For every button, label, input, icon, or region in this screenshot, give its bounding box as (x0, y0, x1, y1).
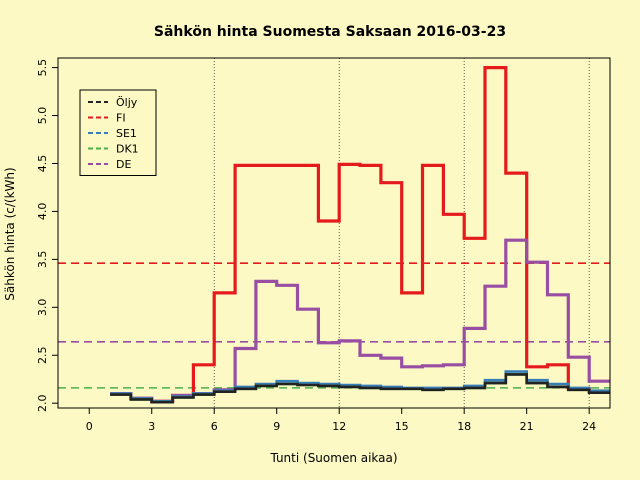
series-line-fi (110, 66, 610, 403)
chart-title: Sähkön hinta Suomesta Saksaan 2016-03-23 (154, 24, 506, 40)
legend-label-de: DE (116, 158, 131, 171)
y-tick-label-0: 2.0 (36, 394, 49, 412)
x-tick-label-24: 24 (582, 420, 596, 433)
legend-box (79, 89, 157, 176)
x-tick-label-15: 15 (395, 420, 409, 433)
x-tick-label-12: 12 (332, 420, 346, 433)
y-tick-label-7: 5.5 (36, 59, 49, 77)
legend-label-dk1: DK1 (116, 143, 139, 156)
x-axis-label: Tunti (Suomen aikaa) (269, 451, 397, 465)
legend-label-se1: SE1 (116, 127, 137, 140)
series-line-de (110, 238, 610, 403)
x-tick-label-3: 3 (148, 420, 155, 433)
y-tick-label-4: 4.0 (36, 203, 49, 221)
legend-label-fi: FI (116, 112, 126, 125)
y-tick-label-3: 3.5 (36, 251, 49, 269)
y-tick-label-2: 3.0 (36, 299, 49, 317)
x-tick-label-21: 21 (520, 420, 534, 433)
x-tick-label-18: 18 (457, 420, 471, 433)
plot-frame (57, 57, 611, 409)
y-axis-label: Sähkön hinta (c/(kWh) (3, 167, 17, 300)
y-tick-label-6: 5.0 (36, 107, 49, 125)
series-line-ljy (110, 373, 610, 404)
x-tick-label-6: 6 (211, 420, 218, 433)
x-tick-label-0: 0 (86, 420, 93, 433)
y-tick-label-1: 2.5 (36, 347, 49, 365)
x-tick-label-9: 9 (273, 420, 280, 433)
legend-label-ljy: Öljy (116, 96, 138, 109)
y-tick-label-5: 4.5 (36, 155, 49, 173)
